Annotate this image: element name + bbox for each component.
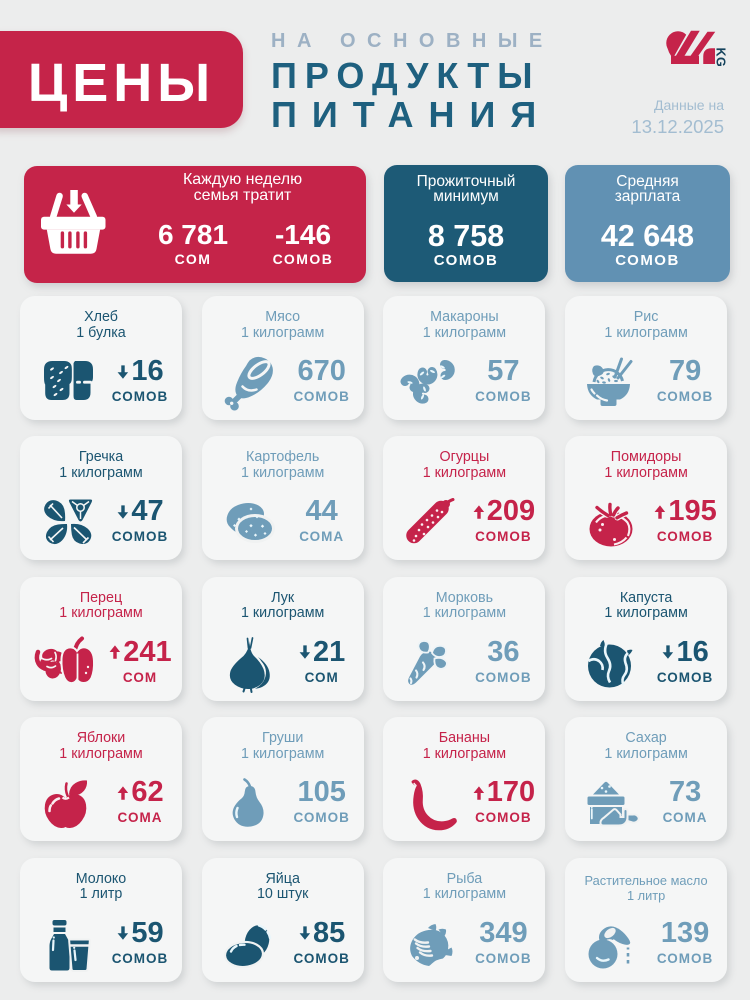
svg-text:KG: KG	[714, 48, 728, 68]
